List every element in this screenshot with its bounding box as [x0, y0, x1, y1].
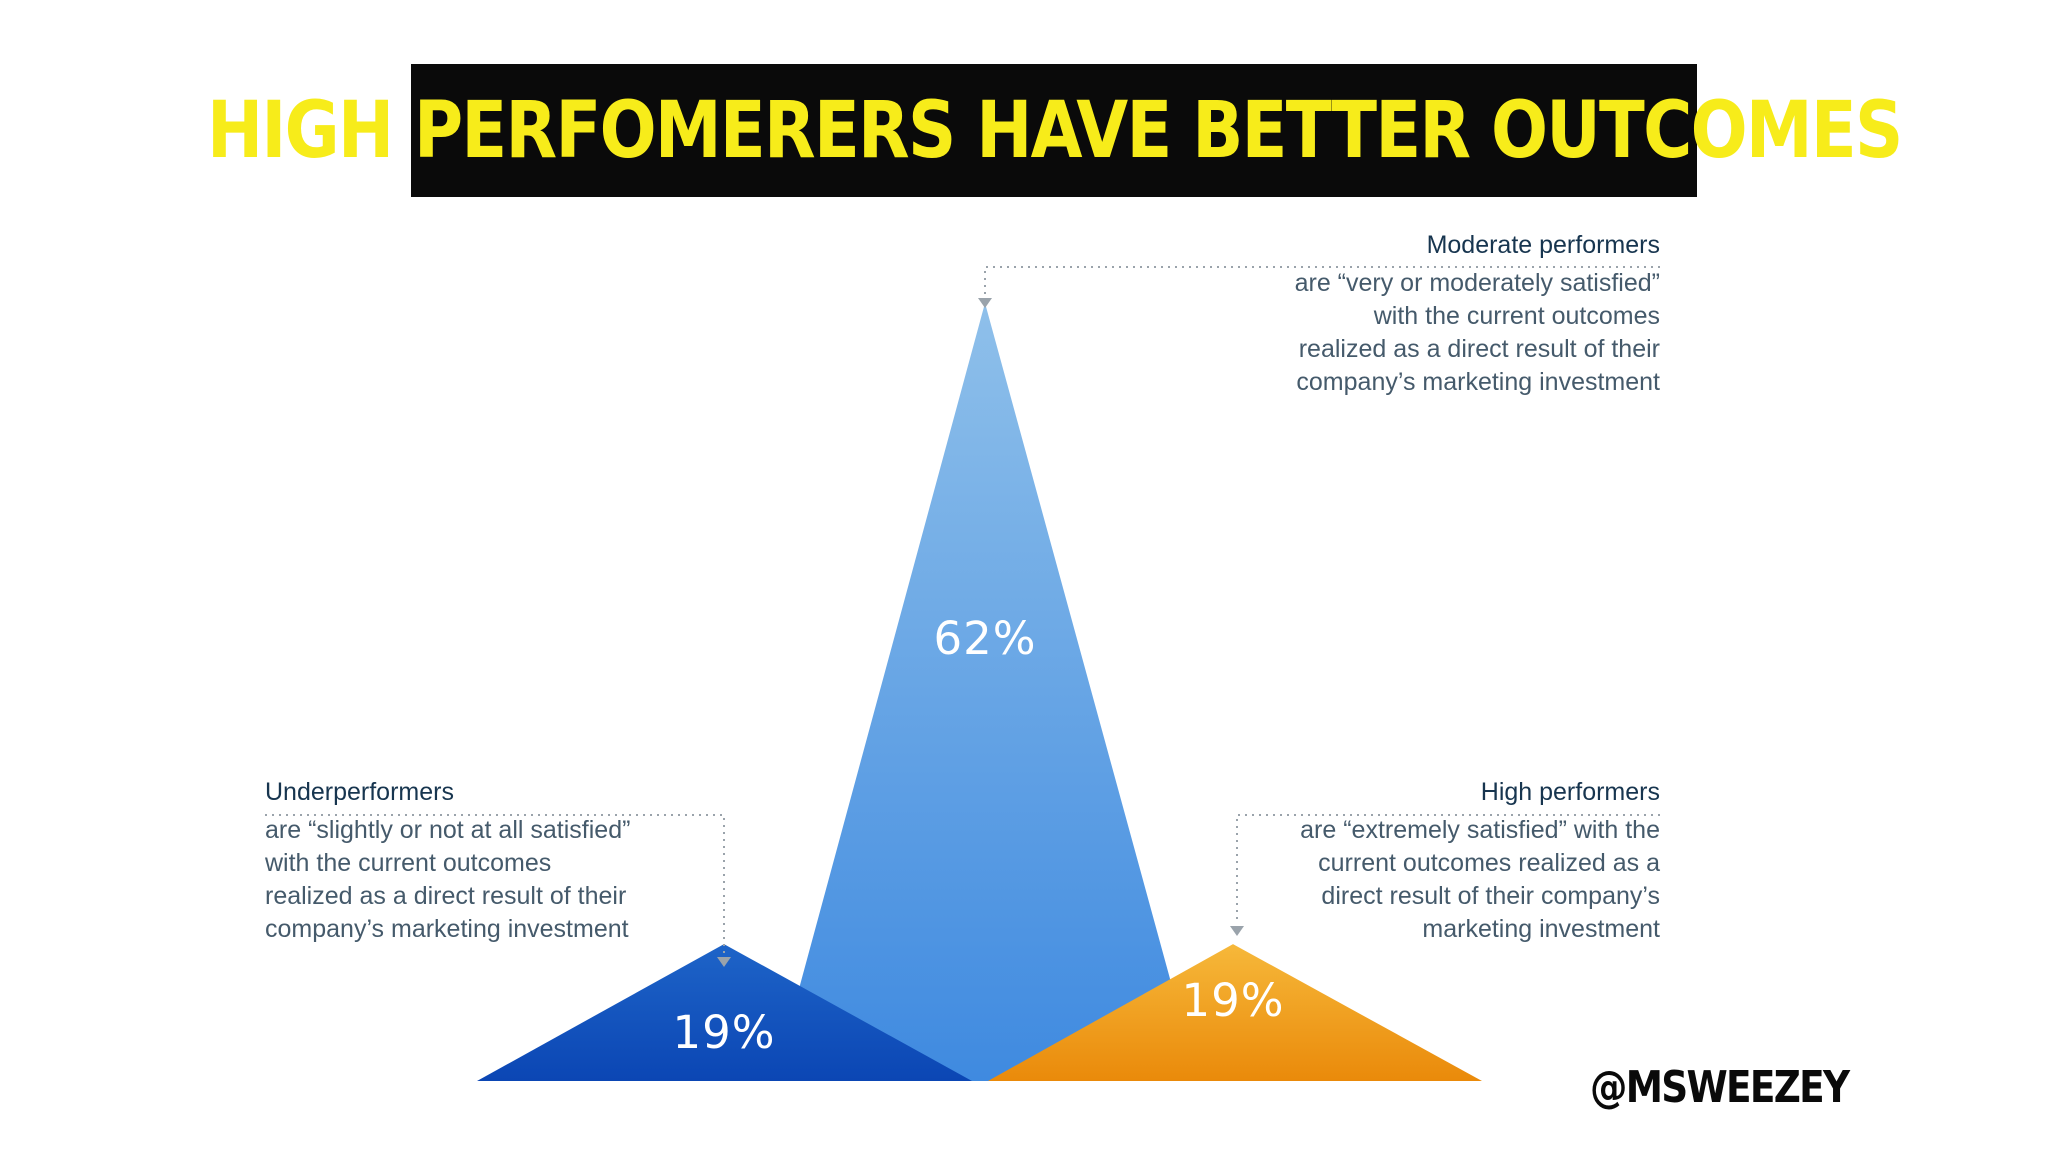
high-leader-line	[1236, 814, 1660, 924]
moderate-triangle	[774, 303, 1198, 1081]
moderate-description: are “very or moderately satisfied” with …	[1294, 269, 1660, 396]
high-description: are “extremely satisfied” with the curre…	[1300, 816, 1660, 943]
high-leader-arrow	[1230, 926, 1244, 936]
high-value-label: 19%	[1181, 974, 1285, 1027]
under-triangle	[477, 944, 972, 1081]
under-description: are “slightly or not at all satisfied” w…	[265, 816, 631, 943]
author-handle: @MSWEEZEY	[1590, 1062, 1850, 1113]
under-value-label: 19%	[672, 1006, 776, 1059]
moderate-heading: Moderate performers	[1426, 231, 1660, 259]
under-label: Underperformers are “slightly or not at …	[265, 776, 745, 946]
high-label: High performers are “extremely satisfied…	[1180, 776, 1660, 946]
high-triangle	[988, 944, 1482, 1081]
moderate-label: Moderate performers are “very or moderat…	[1180, 229, 1660, 399]
high-heading: High performers	[1480, 778, 1660, 806]
moderate-leader-arrow	[978, 298, 992, 308]
title-banner: HIGH PERFOMERERS HAVE BETTER OUTCOMES	[207, 64, 1903, 197]
under-heading: Underperformers	[265, 778, 454, 806]
moderate-value-label: 62%	[933, 612, 1037, 665]
moderate-leader-line	[984, 266, 1660, 296]
under-leader-arrow	[717, 957, 731, 967]
chart-title: HIGH PERFOMERERS HAVE BETTER OUTCOMES	[206, 85, 1903, 176]
